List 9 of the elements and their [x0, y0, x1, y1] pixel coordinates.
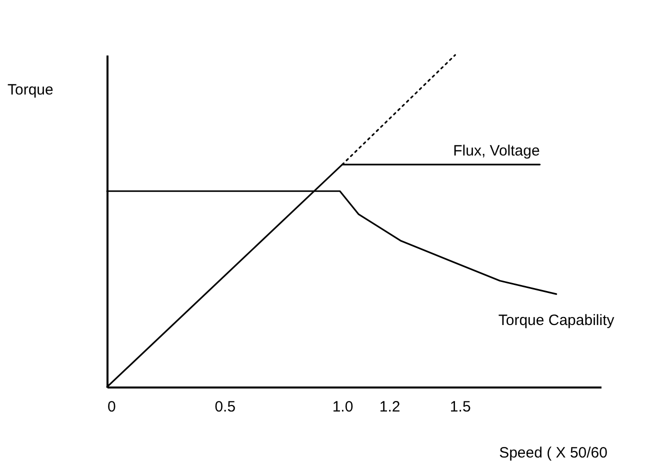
x-axis-title: Speed ( X 50/60: [499, 444, 608, 462]
x-tick-label: 1.5: [450, 398, 471, 416]
x-tick-label: 1.2: [379, 398, 400, 416]
x-tick-label: 1.0: [332, 398, 354, 416]
series-label: Flux, Voltage: [453, 142, 540, 160]
x-tick-label: 0: [108, 398, 116, 416]
x-tick-label: 0.5: [214, 398, 236, 416]
y-axis-title: Torque: [8, 82, 54, 98]
series-label: Torque Capability: [498, 312, 615, 330]
